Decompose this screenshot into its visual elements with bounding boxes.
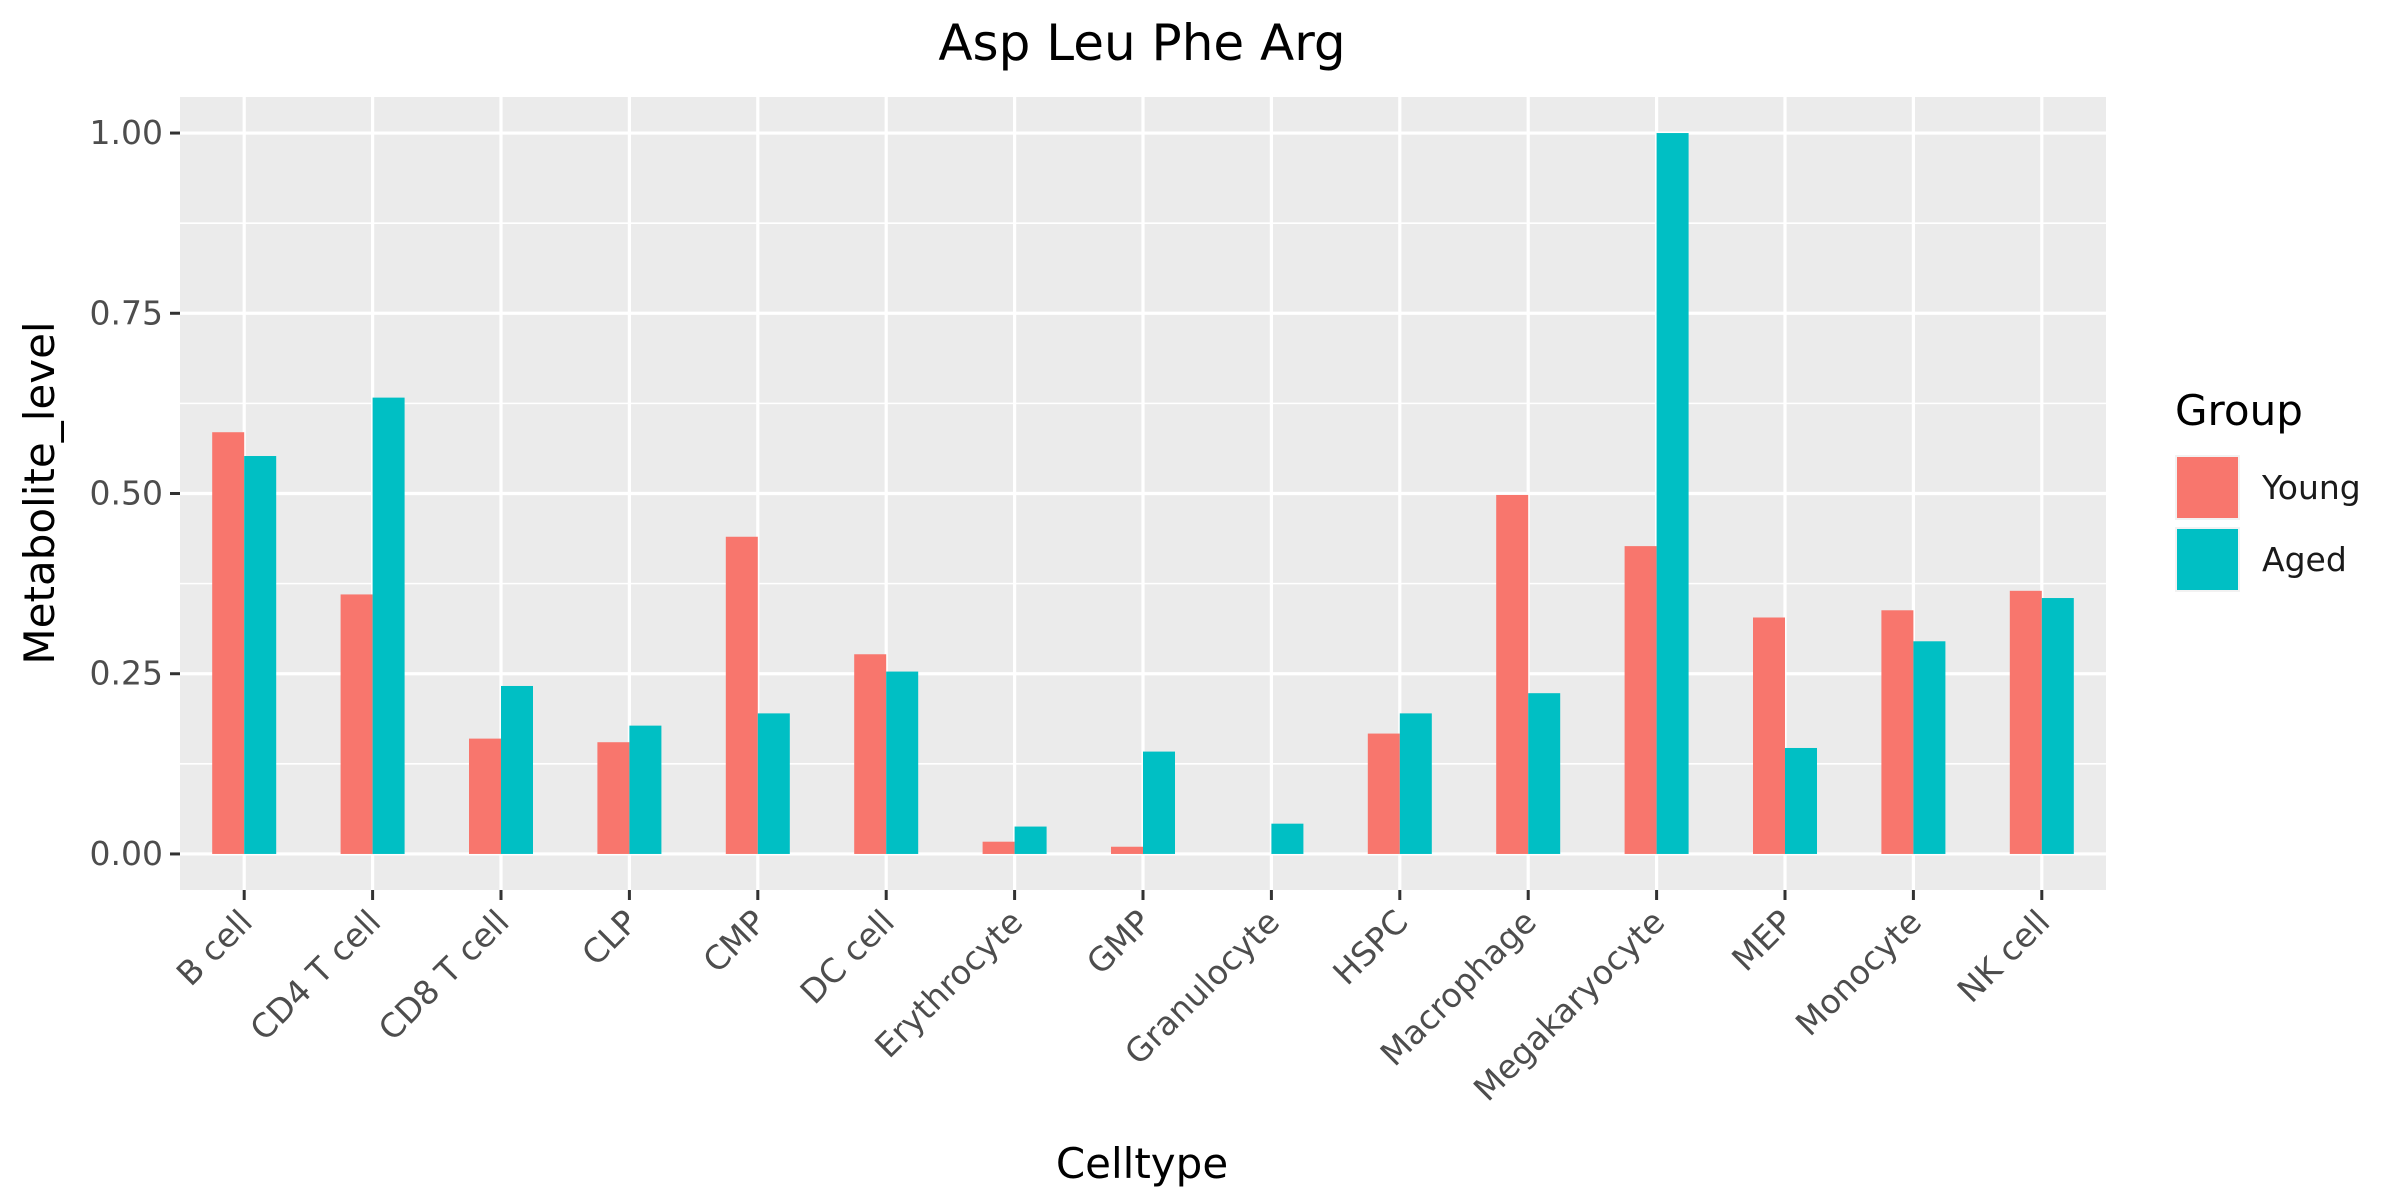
bar: [886, 671, 919, 854]
bar: [1528, 693, 1561, 854]
bar: [469, 738, 501, 854]
y-axis: 0.00 0.25 0.50 0.75 1.00: [90, 113, 180, 873]
legend-title: Group: [2175, 386, 2303, 435]
x-tick-label: CD4 T cell: [242, 902, 388, 1048]
bar: [1881, 610, 1914, 854]
x-tick-label: CLP: [574, 902, 645, 973]
bar: [2009, 590, 2042, 854]
bar: [1656, 133, 1689, 854]
legend: Group Young Aged: [2175, 386, 2361, 592]
bar: [244, 456, 277, 854]
bar: [372, 397, 405, 854]
legend-label: Aged: [2262, 540, 2347, 579]
x-tick-label: MEP: [1724, 902, 1801, 979]
x-tick-label: CD8 T cell: [371, 902, 517, 1048]
y-tick-label: 0.75: [90, 293, 163, 332]
y-tick-label: 0.00: [90, 834, 163, 873]
bar: [1399, 713, 1432, 854]
bar: [1753, 617, 1785, 854]
bar: [854, 654, 887, 854]
x-tick-label: HSPC: [1325, 902, 1415, 992]
y-axis-title: Metabolite_level: [15, 321, 64, 664]
legend-swatch: [2177, 529, 2238, 590]
bar: [1367, 733, 1400, 854]
bar: [1271, 823, 1304, 854]
bar: [629, 725, 662, 854]
bar: [501, 685, 533, 854]
bar: [2041, 598, 2074, 854]
y-tick-label: 0.25: [90, 654, 163, 693]
bar: [340, 594, 373, 854]
y-tick-label: 0.50: [90, 474, 163, 513]
bar: [1496, 494, 1529, 854]
bar: [757, 713, 790, 854]
bar: [1785, 747, 1817, 854]
x-tick-label: GMP: [1079, 902, 1159, 982]
bar: [1624, 546, 1657, 854]
x-tick-label: NK cell: [1950, 902, 2058, 1010]
x-tick-label: Monocyte: [1788, 902, 1929, 1043]
x-tick-label: B cell: [169, 902, 260, 993]
bar: [212, 432, 245, 854]
legend-items: Young Aged: [2175, 455, 2361, 592]
legend-swatch: [2177, 457, 2238, 518]
bar: [1913, 641, 1946, 854]
x-axis-title: Celltype: [1056, 1139, 1228, 1188]
chart-title: Asp Leu Phe Arg: [938, 14, 1345, 72]
bars: [212, 133, 2074, 854]
bar: [1014, 826, 1047, 854]
bar: [597, 742, 630, 854]
y-tick-label: 1.00: [90, 113, 163, 152]
bar: [725, 536, 758, 854]
x-tick-label: CMP: [695, 902, 773, 980]
bar: [1143, 751, 1175, 854]
legend-label: Young: [2261, 468, 2361, 507]
bar: [1111, 846, 1143, 854]
x-tick-label: DC cell: [792, 902, 901, 1011]
bar: [982, 841, 1015, 854]
